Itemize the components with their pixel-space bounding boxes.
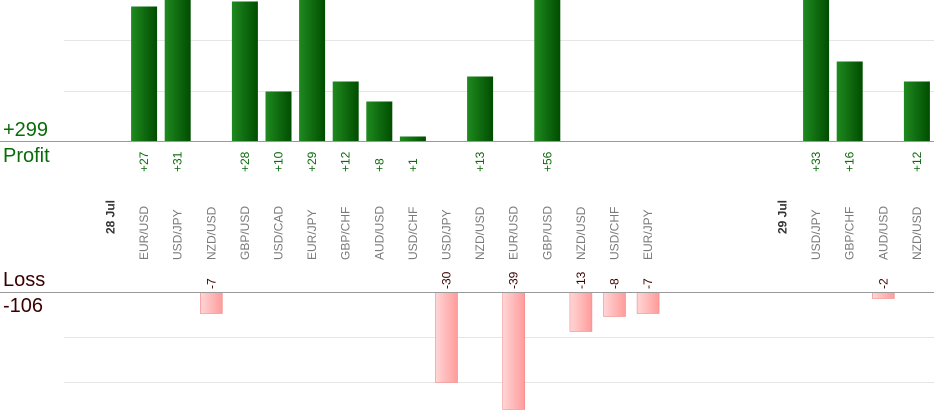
pair-label: USD/JPY [440,209,454,260]
loss-bar [200,292,223,314]
loss-bar [435,292,458,383]
loss-bar [871,292,895,299]
profit-bar [265,91,292,142]
profit-total: +299 [3,119,49,141]
pair-label: NZD/USD [473,206,487,260]
pair-label: NZD/USD [204,206,218,260]
profit-bar [299,0,326,142]
profit-value-label: +8 [372,158,386,172]
profit-bar [399,136,426,142]
pair-label: NZD/USD [910,206,924,260]
profit-value-label: +56 [540,151,554,172]
pair-label: USD/JPY [171,209,185,260]
profit-bar [366,101,393,142]
profit-bar [803,0,830,142]
profit-bar [836,61,863,142]
profit-value-label: +12 [910,151,924,172]
date-label: 28 Jul [104,200,118,234]
profit-bar [332,81,359,142]
pair-label: USD/CAD [272,206,286,260]
profit-value-label: +10 [272,151,286,172]
loss-value-label: -2 [876,278,890,289]
profit-value-label: +31 [171,151,185,172]
profit-value-label: +13 [473,151,487,172]
profit-value-label: +28 [238,151,252,172]
profit-bar [903,81,930,142]
profit-bar [131,6,158,142]
profit-value-label: +27 [137,151,151,172]
pair-label: GBP/USD [238,206,252,260]
loss-value-label: -8 [608,278,622,289]
loss-bar [502,292,526,410]
pair-label: USD/CHF [406,207,420,260]
bars [131,0,930,410]
profit-value-label: +29 [305,151,319,172]
profit-bar [467,76,494,142]
profit-value-label: +12 [339,151,353,172]
profit-bar [534,0,561,142]
loss-bar [636,292,660,314]
loss-value-label: -30 [440,271,454,289]
profit-bar [164,0,191,142]
pair-label: EUR/JPY [641,209,655,260]
profit-value-label: +16 [843,151,857,172]
labels: 28 Jul EUR/USD +27 USD/JPY +31 NZD/USD -7 GBP/U… [104,151,924,289]
profit-value-label: +1 [406,158,420,172]
pair-label: EUR/USD [137,206,151,260]
pair-label: EUR/JPY [305,209,319,260]
pair-label: USD/CHF [608,207,622,260]
pair-label: AUD/USD [372,206,386,260]
date-label: 29 Jul [776,200,790,234]
loss-bar [569,292,593,332]
pair-label: GBP/USD [540,206,554,260]
loss-label: Loss [3,269,46,291]
pair-label: NZD/USD [574,206,588,260]
loss-bar [603,292,626,317]
profit-value-label: +33 [809,151,823,172]
pair-label: EUR/USD [507,206,521,260]
axes [0,141,934,293]
loss-total: -106 [3,295,44,317]
profit-bar [231,1,258,142]
pair-label: GBP/CHF [843,207,857,260]
gridlines [64,40,934,383]
loss-value-label: -7 [641,278,655,289]
loss-value-label: -39 [507,271,521,289]
pair-label: GBP/CHF [339,207,353,260]
loss-value-label: -13 [574,271,588,289]
pair-label: AUD/USD [876,206,890,260]
profit-label: Profit [3,145,50,167]
pair-label: USD/JPY [809,209,823,260]
loss-value-label: -7 [204,278,218,289]
